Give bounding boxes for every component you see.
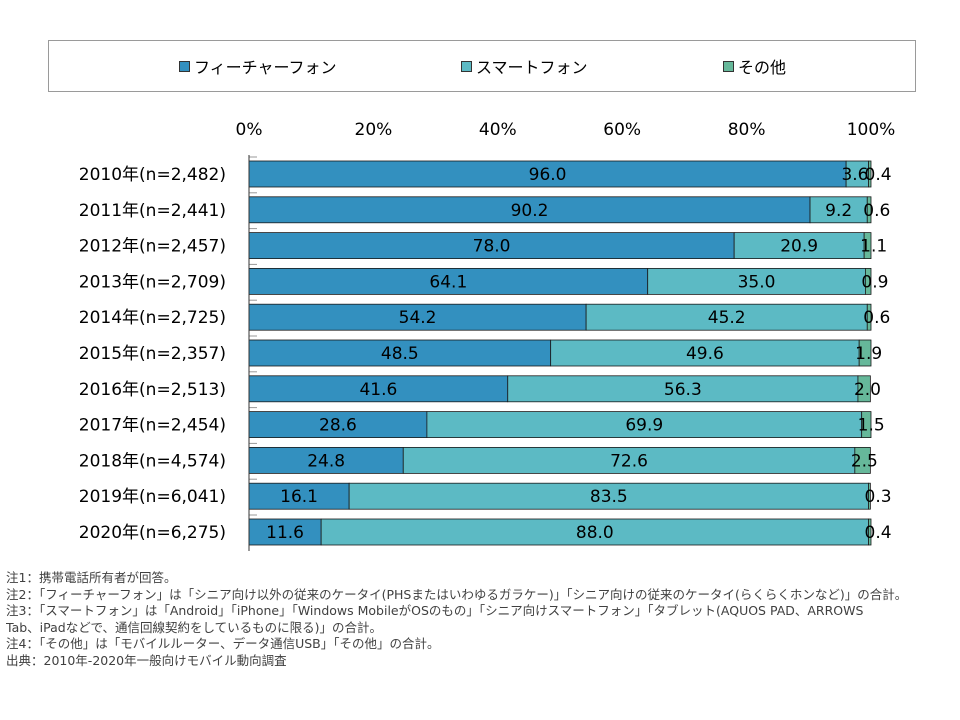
category-label: 2016年(n=2,513) <box>79 380 226 400</box>
data-label: 16.1 <box>280 487 318 507</box>
bar-segment <box>733 232 865 260</box>
legend-swatch-feature-phone <box>179 60 190 72</box>
x-tick-label: 40% <box>479 120 517 140</box>
x-tick-label: 20% <box>355 120 393 140</box>
bar-segment <box>248 267 649 295</box>
data-label: 83.5 <box>590 487 628 507</box>
category-label: 2017年(n=2,454) <box>79 416 226 436</box>
legend-label-other: その他 <box>738 58 787 77</box>
bar-segment <box>854 446 871 474</box>
bar-segment <box>866 303 872 331</box>
data-label: 3.6 <box>841 165 868 185</box>
data-label: 2.0 <box>854 380 881 400</box>
bar-segment <box>248 518 322 546</box>
data-label: 2.5 <box>851 451 878 471</box>
note-3-continued: Tab、iPadなどで、通信回線契約をしているものに限る)」の合計。 <box>6 619 382 635</box>
bar-segment <box>248 339 552 367</box>
data-label: 56.3 <box>664 380 702 400</box>
legend-item-other: その他 <box>723 41 786 91</box>
data-label: 1.1 <box>860 237 887 257</box>
data-label: 0.4 <box>865 165 892 185</box>
legend-label-smartphone: スマートフォン <box>476 58 588 77</box>
bar-segment <box>868 160 872 188</box>
data-label: 88.0 <box>576 523 614 543</box>
bar-segment <box>348 482 869 510</box>
category-label: 2015年(n=2,357) <box>79 344 226 364</box>
data-label: 0.9 <box>861 272 888 292</box>
bar-segment <box>865 267 872 295</box>
data-label: 0.4 <box>865 523 892 543</box>
legend-swatch-other <box>723 60 734 72</box>
bar-segment <box>248 446 404 474</box>
note-2: 注2：「フィーチャーフォン」は「シニア向け以外の従来のケータイ(PHSまたはいわ… <box>6 586 908 602</box>
data-label: 78.0 <box>473 237 511 257</box>
bar-segment <box>858 339 872 367</box>
data-label: 0.3 <box>865 487 892 507</box>
data-label: 64.1 <box>429 272 467 292</box>
data-label: 69.9 <box>625 416 663 436</box>
data-label: 96.0 <box>529 165 567 185</box>
category-label: 2020年(n=6,275) <box>79 523 226 543</box>
data-label: 0.6 <box>863 308 890 328</box>
legend-swatch-smartphone <box>461 60 472 72</box>
data-label: 48.5 <box>381 344 419 364</box>
data-label: 9.2 <box>825 201 852 221</box>
data-label: 1.5 <box>858 416 885 436</box>
bar-segment <box>550 339 860 367</box>
bar-segment <box>402 446 856 474</box>
bar-segment <box>647 267 866 295</box>
category-label: 2019年(n=6,041) <box>79 487 226 507</box>
x-tick-label: 100% <box>847 120 896 140</box>
category-label: 2010年(n=2,482) <box>79 165 226 185</box>
legend: フィーチャーフォン スマートフォン その他 <box>48 40 916 92</box>
bar-segment <box>861 411 872 439</box>
x-tick-label: 80% <box>728 120 766 140</box>
data-label: 35.0 <box>738 272 776 292</box>
chart-notes: 注1：携帯電話所有者が回答。 注2：「フィーチャーフォン」は「シニア向け以外の従… <box>6 570 956 670</box>
data-label: 54.2 <box>399 308 437 328</box>
stacked-bar-chart: 0% 20% 40% 60% 80% 100%2010年(n=2,482) 96.0 3.60… <box>79 120 896 551</box>
data-label: 41.6 <box>359 380 397 400</box>
note-4: 注4：「その他」は「モバイルルーター、データ通信USB」「その他」の合計。 <box>6 636 440 652</box>
source-note: 出典：2010年-2020年一般向けモバイル動向調査 <box>6 652 287 668</box>
bar-segment <box>868 482 871 510</box>
legend-item-feature-phone: フィーチャーフォン <box>179 41 337 91</box>
x-tick-label: 0% <box>236 120 263 140</box>
category-label: 2014年(n=2,725) <box>79 308 226 328</box>
bar-segment <box>320 518 869 546</box>
x-tick-label: 60% <box>603 120 641 140</box>
data-label: 90.2 <box>511 201 549 221</box>
data-label: 49.6 <box>686 344 724 364</box>
bar-segment <box>863 232 872 260</box>
bar-segment <box>248 160 847 188</box>
category-label: 2013年(n=2,709) <box>79 272 226 292</box>
data-label: 20.9 <box>780 237 818 257</box>
data-label: 1.9 <box>855 344 882 364</box>
category-label: 2012年(n=2,457) <box>79 237 226 257</box>
data-label: 45.2 <box>708 308 746 328</box>
data-label: 11.6 <box>266 523 304 543</box>
bar-segment <box>809 196 868 224</box>
category-label: 2011年(n=2,441) <box>79 201 226 221</box>
data-label: 24.8 <box>307 451 345 471</box>
note-3: 注3：「スマートフォン」は「Android」「iPhone」「Windows M… <box>6 603 864 619</box>
data-label: 0.6 <box>863 201 890 221</box>
bar-segment <box>248 375 509 403</box>
bar-segment <box>866 196 872 224</box>
bar-segment <box>868 518 872 546</box>
category-label: 2018年(n=4,574) <box>79 451 226 471</box>
note-1: 注1：携帯電話所有者が回答。 <box>6 570 177 585</box>
legend-item-smartphone: スマートフォン <box>461 41 588 91</box>
data-label: 28.6 <box>319 416 357 436</box>
bar-segment <box>426 411 863 439</box>
legend-label-feature-phone: フィーチャーフォン <box>194 58 337 77</box>
data-label: 72.6 <box>610 451 648 471</box>
bar-segment <box>857 375 871 403</box>
